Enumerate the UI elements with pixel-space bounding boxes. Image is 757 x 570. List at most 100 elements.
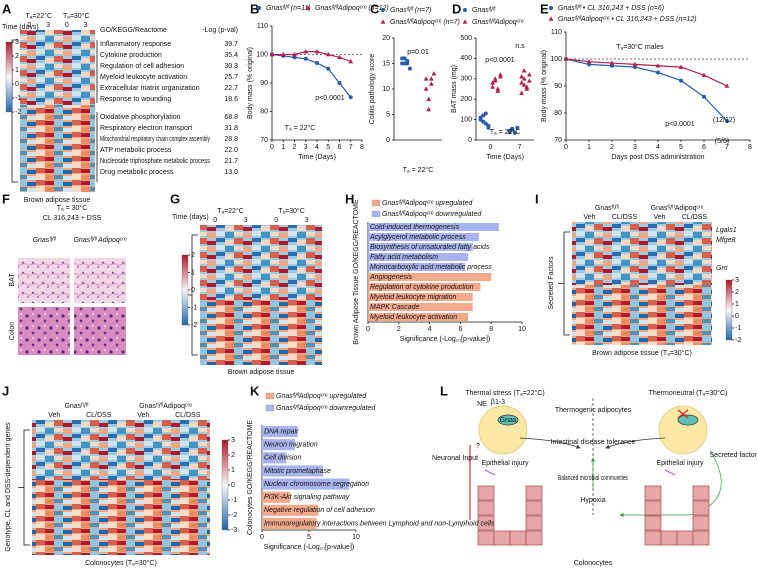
bar — [262, 452, 287, 464]
annotation: (12/12) — [713, 117, 735, 124]
column-group: Gnasᶠˡ/ᶠˡ — [595, 205, 619, 212]
column-label: CL/DSS — [175, 412, 201, 419]
column-label: CL/DSS — [682, 214, 708, 221]
column-label: CL/DSS — [86, 412, 112, 419]
colorbar-label: 0 — [191, 287, 195, 294]
histology-image — [74, 258, 126, 303]
data-point — [632, 61, 638, 67]
bar-label: Cold-induced thermogenesis — [370, 224, 460, 231]
histology-image — [74, 307, 126, 355]
data-point — [586, 59, 592, 64]
panel-letter: B — [250, 1, 259, 16]
panel-letter: A — [2, 1, 12, 16]
go-term: Myeloid leukocyte activation — [100, 74, 187, 81]
x-tick-label: 4 — [315, 144, 319, 151]
colorbar — [221, 439, 229, 531]
column-group: Tₐ=22°C — [25, 12, 52, 20]
data-point — [527, 72, 532, 77]
bar — [262, 478, 350, 490]
bar-label: MAPK Cascade — [370, 304, 420, 311]
column-label: Veh — [137, 412, 149, 419]
colorbar — [5, 41, 13, 113]
panel-letter: C — [370, 1, 380, 16]
go-p-value: 18.6 — [224, 96, 238, 103]
colorbar-label: 1 — [735, 301, 739, 308]
series-line — [272, 51, 351, 63]
data-point — [428, 76, 434, 81]
colorbar-label: -2 — [735, 337, 741, 344]
gene-label: Lgals1 — [716, 227, 737, 234]
colorbar-label: -1 — [735, 325, 741, 332]
y-tick-label: 300 — [460, 76, 472, 83]
bar-label: Nuclear chromosome segregation — [264, 481, 369, 488]
column-label: Veh — [583, 214, 595, 221]
data-point — [655, 63, 661, 68]
go-term: Extracellular matrix organization — [100, 85, 200, 92]
bar — [368, 293, 473, 301]
colorbar-label: 1 — [191, 269, 195, 276]
data-point — [490, 80, 495, 85]
dendrogram — [18, 429, 30, 546]
y-tick-label: 5 — [386, 111, 390, 118]
diagram-label: Gnas — [500, 417, 517, 424]
heatmap — [20, 105, 95, 192]
heatmap — [572, 222, 712, 285]
histology-subtitle: CL 316,243 + DSS — [43, 215, 102, 222]
y-tick-label: 10 — [382, 86, 390, 93]
go-term: Oxidative phosphorylation — [100, 114, 181, 121]
annotation: n.s — [515, 43, 525, 50]
data-point — [678, 64, 684, 69]
data-point — [405, 61, 410, 66]
annotation: p<0.0001 — [485, 57, 514, 64]
column-label: Veh — [48, 412, 60, 419]
data-point — [486, 123, 491, 128]
colorbar-label: -1 — [191, 304, 197, 311]
data-point — [269, 51, 275, 57]
panel-letter: I — [535, 191, 539, 206]
data-point — [280, 51, 286, 57]
go-p-value: 31.8 — [224, 125, 238, 132]
data-point — [512, 130, 517, 135]
data-point — [724, 83, 730, 88]
y-tick-label: 200 — [460, 96, 472, 103]
bar-label: DNA repair — [264, 428, 299, 435]
bar — [368, 283, 481, 291]
bar — [262, 426, 298, 438]
x-tick-label: 7 — [725, 144, 729, 151]
legend-label: Gnasᶠˡ/ᶠˡ — [472, 7, 496, 14]
data-point — [292, 55, 297, 60]
bar-label: Negative regulation of cell adhesion — [264, 507, 375, 514]
row-label: Genotype, CL and DSS-dependent genes — [5, 422, 12, 552]
go-p-value: 39.7 — [224, 41, 238, 48]
x-tick-label: 4 — [656, 144, 660, 151]
column-label: 0 — [65, 22, 69, 29]
x-tick-label: 4 — [428, 326, 432, 333]
bar-label: Regulation of cytokine production — [370, 284, 474, 291]
legend-label: Gnasᶠˡ/ᶠˡ (n=7) — [390, 7, 431, 14]
y-tick-label: 20 — [382, 35, 390, 42]
annotation: Tₐ=30°C males — [616, 43, 664, 51]
x-axis-label: Time (Days) — [486, 154, 524, 161]
column-label: 3 — [84, 22, 88, 29]
x-tick-label: 5 — [326, 144, 330, 151]
data-point — [380, 19, 386, 24]
histology-row: BAT — [9, 273, 16, 287]
colorbar-label: 3 — [231, 437, 235, 444]
data-point — [481, 119, 486, 124]
colorbar — [725, 279, 733, 341]
legend-label: Gnasᶠˡ/ᶠˡ • CL 316,243 + DSS (n=6) — [558, 5, 664, 12]
data-point — [519, 74, 524, 79]
data-point — [478, 115, 483, 120]
y-axis-label: BAT mass (mg) — [451, 65, 458, 113]
heatmap — [20, 30, 95, 105]
data-point — [381, 8, 385, 12]
diagram-label: Hypoxia — [580, 497, 605, 504]
caption: Brown adipose tissue — [24, 197, 91, 204]
go-p-value: 21.7 — [224, 158, 238, 165]
bar-label: Myeloid leukocyte activation — [370, 314, 457, 321]
x-tick-label: 0 — [489, 144, 493, 151]
legend-swatch — [265, 404, 275, 412]
gene-label: Grn — [716, 265, 728, 272]
colorbar-label: 3 — [735, 277, 739, 284]
